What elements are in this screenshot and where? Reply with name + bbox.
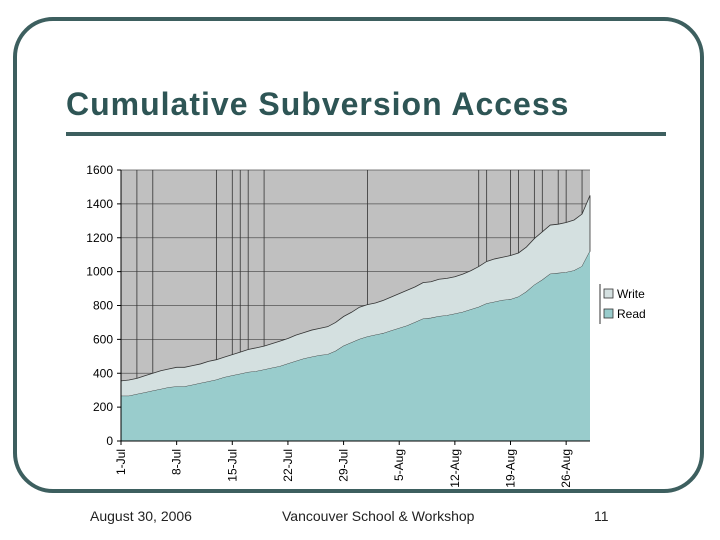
y-tick-label: 0: [106, 434, 113, 448]
y-tick-label: 800: [93, 299, 113, 313]
x-tick-label: 19-Aug: [504, 449, 518, 488]
y-tick-label: 1600: [86, 163, 113, 177]
series-read-area: [121, 251, 590, 441]
x-tick-label: 1-Jul: [114, 449, 128, 475]
legend-label-write: Write: [617, 287, 645, 301]
y-tick-label: 200: [93, 400, 113, 414]
x-tick-label: 29-Jul: [337, 449, 351, 482]
x-tick-label: 15-Jul: [225, 449, 239, 482]
x-tick-label: 22-Jul: [281, 449, 295, 482]
x-axis: 1-Jul 8-Jul 15-Jul 22-Jul 29-Jul 5-Aug 12-Aug 1…: [114, 440, 590, 488]
week-divider-lines: [136, 170, 583, 379]
y-tick-label: 1400: [86, 197, 113, 211]
y-tick-label: 1200: [86, 231, 113, 245]
page-number: 11: [594, 508, 609, 524]
y-tick-label: 1000: [86, 265, 113, 279]
y-axis: 0 200 400 600 800 1000 1200 1400 1600: [86, 163, 122, 448]
y-tick-label: 600: [93, 332, 113, 346]
x-tick-label: 8-Jul: [170, 449, 184, 475]
x-tick-label: 12-Aug: [448, 449, 462, 488]
title-underline: [66, 132, 666, 136]
slide-title: Cumulative Subversion Access: [66, 86, 570, 122]
legend-swatch-read: [603, 308, 614, 319]
cumulative-access-chart: 0 200 400 600 800 1000 1200 1400 1600 1-Jul 8-Jul…: [86, 163, 646, 488]
x-tick-label: 26-Aug: [559, 449, 573, 488]
y-tick-label: 400: [93, 366, 113, 380]
legend-swatch-write: [603, 288, 614, 299]
x-tick-label: 5-Aug: [392, 449, 406, 481]
footer-venue: Vancouver School & Workshop: [282, 508, 475, 524]
slide-frame: [13, 17, 704, 493]
legend-label-read: Read: [617, 307, 646, 321]
footer-date: August 30, 2006: [90, 508, 192, 524]
area-series: [120, 195, 591, 441]
legend: Write Read: [599, 284, 646, 324]
